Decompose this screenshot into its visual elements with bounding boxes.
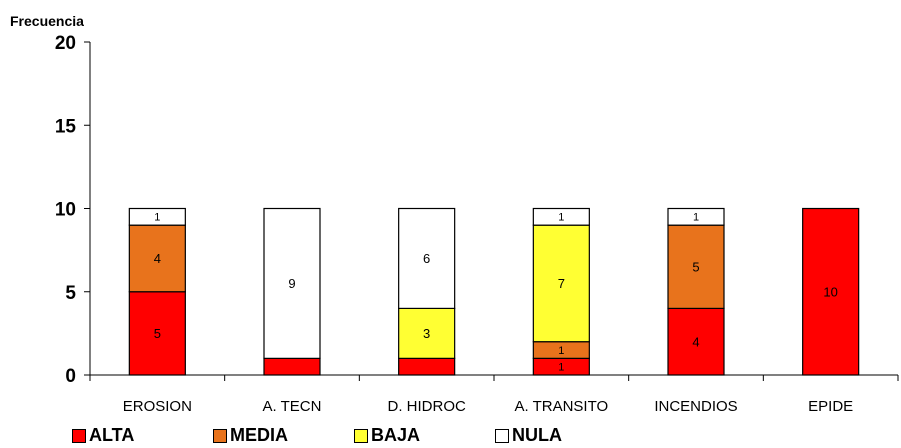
legend-item-alta: ALTA bbox=[72, 425, 213, 446]
x-tick-label: A. TRANSITO bbox=[515, 398, 609, 415]
bar-segment-media bbox=[128, 224, 186, 293]
legend-item-media: MEDIA bbox=[213, 425, 354, 446]
bar-segment-nula bbox=[128, 207, 186, 226]
x-tick-label: D. HIDROC bbox=[387, 398, 466, 415]
legend-label: ALTA bbox=[89, 425, 135, 445]
data-label: 4 bbox=[154, 251, 161, 266]
bar-segment-nula bbox=[532, 207, 590, 226]
bar-segment-alta bbox=[667, 307, 725, 376]
bar-segment-alta bbox=[128, 291, 186, 376]
data-label: 1 bbox=[154, 212, 160, 224]
legend-item-baja: BAJA bbox=[354, 425, 495, 446]
legend-label: NULA bbox=[512, 425, 562, 445]
legend: ALTA MEDIA BAJA NULA bbox=[72, 425, 636, 446]
y-tick-label: 0 bbox=[65, 366, 76, 387]
x-tick-label: EPIDE bbox=[808, 398, 853, 415]
legend-label: MEDIA bbox=[230, 425, 288, 445]
y-tick-label: 20 bbox=[55, 33, 76, 54]
legend-item-nula: NULA bbox=[495, 425, 636, 446]
data-label: 5 bbox=[154, 326, 161, 341]
data-label: 3 bbox=[423, 326, 430, 341]
data-label: 1 bbox=[693, 212, 699, 224]
data-label: 1 bbox=[558, 212, 564, 224]
bar-segment-baja bbox=[532, 224, 590, 343]
data-label: 4 bbox=[692, 334, 699, 349]
x-tick-label: EROSION bbox=[123, 398, 192, 415]
legend-swatch bbox=[495, 428, 509, 443]
y-axis-label: Frecuencia bbox=[10, 13, 84, 29]
data-label: 1 bbox=[558, 362, 564, 374]
y-tick-label: 5 bbox=[65, 283, 76, 304]
x-tick-label: INCENDIOS bbox=[654, 398, 737, 415]
bar-segment-alta bbox=[398, 357, 456, 376]
bar-segment-nula bbox=[398, 207, 456, 310]
legend-swatch bbox=[213, 428, 227, 443]
y-tick-label: 10 bbox=[55, 200, 76, 221]
bar-segment-baja bbox=[398, 307, 456, 359]
legend-swatch bbox=[354, 428, 368, 443]
bar-segment-alta bbox=[263, 357, 321, 376]
legend-label: BAJA bbox=[371, 425, 421, 445]
bar-segment-nula bbox=[667, 207, 725, 226]
data-label: 1 bbox=[558, 345, 564, 357]
y-tick-label: 15 bbox=[55, 116, 77, 137]
data-label: 10 bbox=[823, 284, 837, 299]
data-label: 9 bbox=[288, 276, 295, 291]
bar-segment-nula bbox=[263, 207, 321, 359]
bar-segment-alta bbox=[802, 207, 860, 376]
data-label: 7 bbox=[558, 276, 565, 291]
data-label: 6 bbox=[423, 251, 430, 266]
x-tick-label: A. TECN bbox=[263, 398, 322, 415]
legend-swatch bbox=[72, 428, 86, 443]
data-label: 5 bbox=[692, 259, 699, 274]
